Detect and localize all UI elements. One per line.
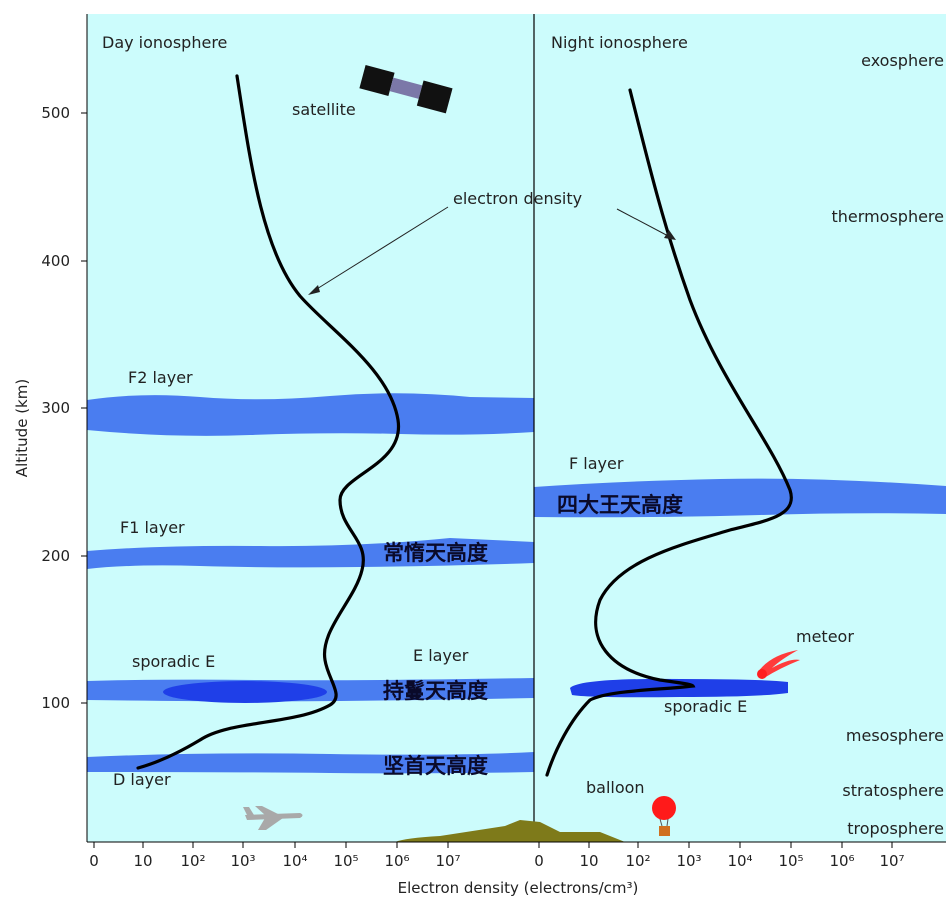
x-tick-night-3: 10³ (676, 852, 701, 870)
x-tick-day-3: 10³ (230, 852, 255, 870)
f-layer-night-band (534, 478, 946, 518)
x-tick-night-6: 10⁶ (829, 852, 854, 870)
x-tick-night-1: 10 (579, 852, 598, 870)
x-tick-night-0: 0 (534, 852, 544, 870)
f-layer-night-label: F layer (569, 454, 624, 473)
y-tick-200: 200 (41, 547, 70, 565)
chinese-label-d: 坚首天高度 (383, 754, 488, 778)
balloon-icon (652, 796, 676, 836)
f2-layer-label: F2 layer (128, 368, 193, 387)
exosphere-label: exosphere (861, 51, 944, 70)
y-axis-label: Altitude (km) (13, 379, 31, 477)
y-tick-400: 400 (41, 252, 70, 270)
sporadic-e-night-label: sporadic E (664, 697, 747, 716)
satellite-icon (359, 65, 453, 114)
x-tick-day-6: 10⁶ (384, 852, 409, 870)
y-axis-ticks (81, 112, 87, 704)
annotation-arrow-night (616, 208, 673, 239)
mesosphere-label: mesosphere (846, 726, 944, 745)
electron-density-annotation: electron density (453, 189, 582, 208)
airplane-icon (243, 806, 303, 830)
chinese-label-e: 持鬘天高度 (383, 679, 488, 703)
x-tick-night-2: 10² (625, 852, 650, 870)
annotation-arrowhead-day (308, 285, 320, 295)
x-tick-day-7: 10⁷ (435, 852, 460, 870)
ground-mountain (395, 820, 625, 842)
troposphere-label: troposphere (847, 819, 944, 838)
x-tick-night-4: 10⁴ (727, 852, 752, 870)
sporadic-e-day-patch (163, 681, 327, 703)
stratosphere-label: stratosphere (842, 781, 944, 800)
meteor-icon (757, 650, 800, 679)
day-ionosphere-title: Day ionosphere (102, 33, 227, 52)
x-tick-day-5: 10⁵ (333, 852, 358, 870)
d-layer-label: D layer (113, 770, 171, 789)
f2-layer-band (87, 393, 534, 436)
night-ionosphere-title: Night ionosphere (551, 33, 688, 52)
night-density-curve (545, 88, 793, 777)
sporadic-e-day-label: sporadic E (132, 652, 215, 671)
balloon-label: balloon (586, 778, 645, 797)
y-tick-100: 100 (41, 694, 70, 712)
x-tick-day-4: 10⁴ (282, 852, 307, 870)
meteor-label: meteor (796, 627, 854, 646)
chinese-label-f1: 常惰天高度 (383, 541, 488, 565)
x-tick-day-0: 0 (89, 852, 99, 870)
y-tick-500: 500 (41, 104, 70, 122)
thermosphere-label: thermosphere (832, 207, 944, 226)
satellite-label: satellite (292, 100, 356, 119)
x-tick-day-1: 10 (133, 852, 152, 870)
y-tick-300: 300 (41, 399, 70, 417)
x-tick-day-2: 10² (180, 852, 205, 870)
x-axis-label: Electron density (electrons/cm³) (398, 879, 639, 897)
f1-layer-label: F1 layer (120, 518, 185, 537)
e-layer-label: E layer (413, 646, 469, 665)
x-tick-night-7: 10⁷ (879, 852, 904, 870)
x-tick-night-5: 10⁵ (778, 852, 803, 870)
d-layer-band (87, 752, 534, 774)
annotation-arrowhead-night (664, 230, 676, 240)
chinese-label-f-night: 四大王天高度 (557, 493, 683, 517)
x-axis-ticks (93, 842, 893, 848)
day-density-curve (136, 74, 400, 770)
annotation-arrow-day (311, 206, 449, 293)
f1-layer-band (87, 538, 534, 569)
